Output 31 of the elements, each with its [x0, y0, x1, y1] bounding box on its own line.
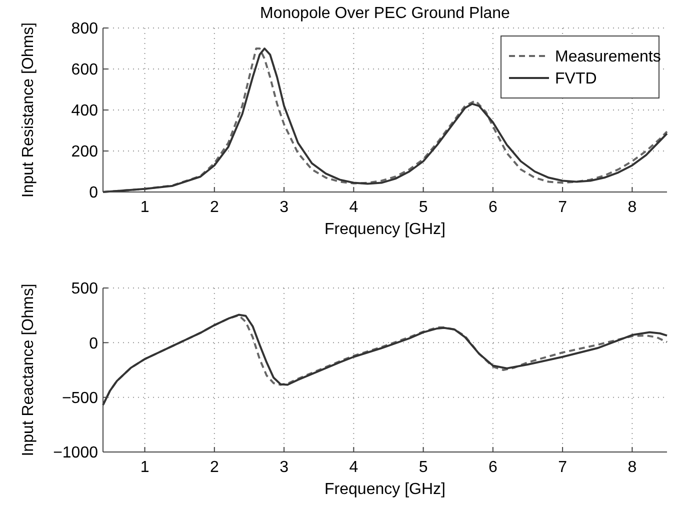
x-tick-label: 3: [280, 199, 289, 216]
y-tick-label: −1000: [53, 444, 98, 462]
x-tick-label: 1: [140, 459, 150, 476]
y-tick-label: −500: [62, 390, 98, 407]
y-tick-label: 200: [71, 144, 98, 161]
x-tick-label: 7: [558, 459, 568, 476]
y-tick-label: 500: [71, 280, 98, 298]
y-tick-label: 400: [71, 102, 98, 120]
x-tick-label: 2: [210, 199, 219, 216]
x-tick-label: 4: [349, 199, 358, 216]
legend-label: FVTD: [555, 70, 597, 88]
x-tick-label: 2: [210, 459, 219, 476]
x-axis-title: Frequency [GHz]: [324, 221, 446, 238]
x-tick-label: 6: [488, 199, 498, 216]
x-tick-label: 1: [140, 199, 150, 216]
y-tick-label: 0: [89, 335, 98, 352]
x-tick-label: 8: [628, 199, 637, 216]
chart-title: Monopole Over PEC Ground Plane: [260, 5, 510, 22]
x-tick-label: 5: [418, 199, 428, 216]
x-tick-label: 7: [558, 199, 568, 216]
y-axis-title: Input Reactance [Ohms]: [20, 284, 37, 456]
x-tick-label: 6: [488, 459, 498, 476]
x-axis-title: Frequency [GHz]: [324, 481, 446, 498]
x-tick-label: 8: [628, 459, 637, 476]
y-tick-label: 600: [71, 62, 98, 79]
y-tick-label: 0: [89, 184, 98, 202]
y-axis-title: Input Resistance [Ohms]: [20, 22, 37, 198]
x-tick-label: 4: [349, 459, 358, 476]
x-tick-label: 3: [280, 459, 289, 476]
x-tick-label: 5: [418, 459, 428, 476]
y-tick-label: 800: [71, 20, 98, 38]
